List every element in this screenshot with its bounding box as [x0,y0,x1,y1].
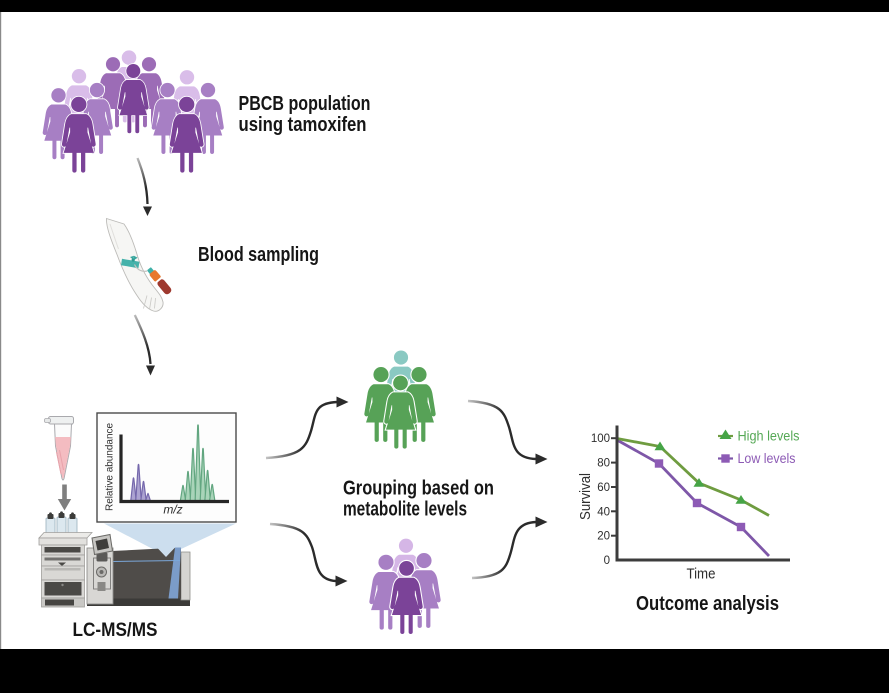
svg-text:Time: Time [687,567,716,583]
svg-text:PBCB population: PBCB population [239,93,371,115]
svg-text:Blood sampling: Blood sampling [198,244,319,266]
svg-text:40: 40 [597,506,610,518]
svg-text:100: 100 [591,433,610,445]
svg-text:80: 80 [597,458,610,470]
svg-text:Survival: Survival [578,473,594,520]
svg-text:LC-MS/MS: LC-MS/MS [73,620,158,641]
svg-text:0: 0 [604,555,610,567]
svg-text:using tamoxifen: using tamoxifen [239,114,367,136]
svg-text:60: 60 [597,482,610,494]
svg-text:Grouping based on: Grouping based on [343,478,494,500]
svg-text:20: 20 [597,531,610,543]
svg-text:m/z: m/z [163,503,182,517]
svg-text:Relative abundance: Relative abundance [104,423,116,511]
svg-text:Low levels: Low levels [738,450,796,466]
svg-text:metabolite levels: metabolite levels [343,499,467,521]
svg-text:High levels: High levels [738,428,800,444]
svg-text:Outcome analysis: Outcome analysis [636,593,779,615]
